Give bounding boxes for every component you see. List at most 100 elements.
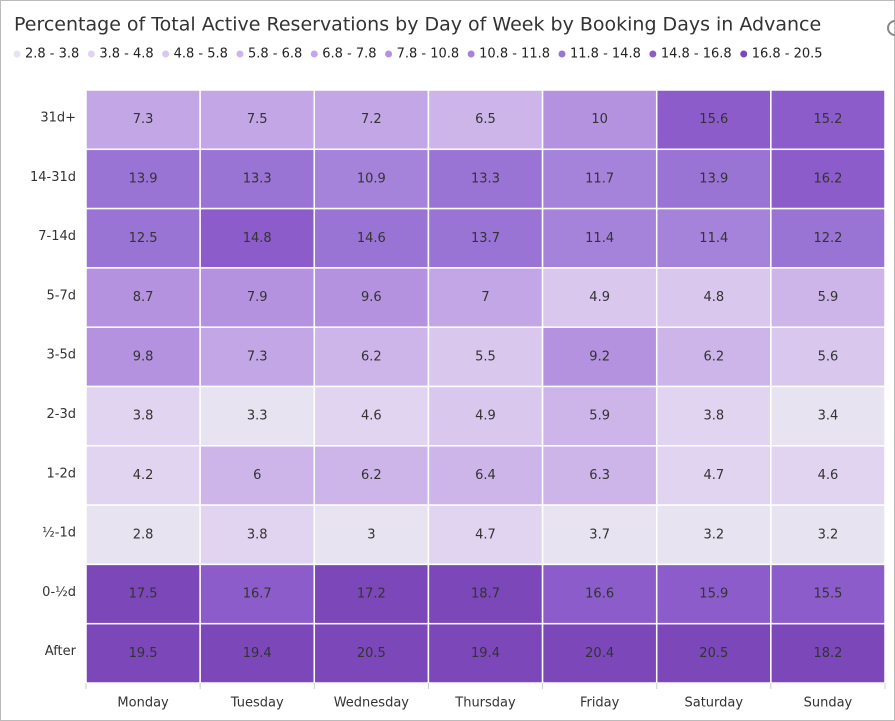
cell-label: 3.4 xyxy=(818,409,839,424)
heat-cell xyxy=(313,504,430,566)
cell-label: 3.2 xyxy=(818,527,839,542)
cell-label: 18.2 xyxy=(813,646,842,661)
legend-swatch xyxy=(467,50,475,58)
cell-label: 15.5 xyxy=(813,587,842,602)
cell-label: 11.7 xyxy=(585,171,614,186)
legend-label: 16.8 - 20.5 xyxy=(752,47,823,62)
cell-label: 7.5 xyxy=(247,112,268,127)
cell-label: 14.8 xyxy=(243,231,272,246)
heat-cell xyxy=(541,445,658,506)
heat-cell xyxy=(313,326,430,388)
cell-label: 5.5 xyxy=(475,349,496,364)
cell-label: 5.9 xyxy=(818,290,839,305)
heat-cell xyxy=(199,207,316,269)
cell-label: 3.3 xyxy=(247,409,268,424)
heat-cell xyxy=(85,326,201,388)
heat-cell xyxy=(655,267,772,328)
heat-cell xyxy=(199,385,316,447)
x-tick-label: Saturday xyxy=(684,696,743,711)
cell-label: 15.9 xyxy=(699,587,728,602)
heat-cell xyxy=(199,267,316,328)
cell-label: 17.5 xyxy=(129,587,158,602)
cell-label: 3.2 xyxy=(703,527,724,542)
legend-swatch xyxy=(13,50,21,58)
heat-cell xyxy=(655,445,772,506)
heat-cell xyxy=(85,563,201,625)
cell-label: 7.9 xyxy=(247,290,268,305)
legend-label: 6.8 - 7.8 xyxy=(322,47,376,62)
heat-cell xyxy=(770,148,886,210)
cell-label: 12.2 xyxy=(813,231,842,246)
cell-label: 6.4 xyxy=(475,468,496,483)
cell-label: 7.2 xyxy=(361,112,382,127)
heat-cell xyxy=(655,207,772,269)
heat-cell xyxy=(541,148,658,210)
x-tick-label: Friday xyxy=(580,696,620,711)
heat-cell xyxy=(655,563,772,625)
cell-label: 11.4 xyxy=(699,231,728,246)
heat-cell xyxy=(85,622,201,684)
cell-label: 6.2 xyxy=(703,349,724,364)
heat-cell xyxy=(313,207,430,269)
heat-cell xyxy=(427,445,544,506)
cell-label: 4.2 xyxy=(133,468,154,483)
cell-label: 9.2 xyxy=(589,349,610,364)
heat-cell xyxy=(655,326,772,388)
y-tick-label: ½-1d xyxy=(42,526,76,541)
x-tick-label: Monday xyxy=(117,696,169,711)
heat-cell xyxy=(85,148,201,210)
cell-label: 6.2 xyxy=(361,349,382,364)
heat-cell xyxy=(427,326,544,388)
legend-label: 3.8 - 4.8 xyxy=(99,47,153,62)
heat-cell xyxy=(541,563,658,625)
heat-cell xyxy=(427,622,544,684)
heat-cell xyxy=(199,504,316,566)
heat-cell xyxy=(427,267,544,328)
legend-label: 11.8 - 14.8 xyxy=(570,47,641,62)
legend-swatch xyxy=(385,50,393,58)
heat-cell xyxy=(199,148,316,210)
y-tick-label: 5-7d xyxy=(47,288,77,303)
cell-label: 20.4 xyxy=(585,646,614,661)
legend-label: 2.8 - 3.8 xyxy=(25,47,79,62)
cell-label: 16.2 xyxy=(813,171,842,186)
cell-label: 13.3 xyxy=(471,171,500,186)
cell-label: 10 xyxy=(591,112,608,127)
corner-control xyxy=(887,20,895,36)
heat-cell xyxy=(85,89,201,151)
cell-label: 20.5 xyxy=(357,646,386,661)
legend-label: 4.8 - 5.8 xyxy=(174,47,228,62)
cell-label: 6.5 xyxy=(475,112,496,127)
cell-label: 9.6 xyxy=(361,290,382,305)
cell-label: 4.9 xyxy=(589,290,610,305)
cell-label: 4.6 xyxy=(361,409,382,424)
cell-label: 3.8 xyxy=(703,409,724,424)
cell-label: 19.4 xyxy=(243,646,272,661)
cell-label: 8.7 xyxy=(133,290,154,305)
legend-swatch xyxy=(558,50,566,58)
cell-label: 3.8 xyxy=(133,409,154,424)
heat-cell xyxy=(427,207,544,269)
cell-label: 19.4 xyxy=(471,646,500,661)
y-tick-label: 31d+ xyxy=(40,111,76,126)
y-tick-label: After xyxy=(45,644,77,659)
x-tick-label: Tuesday xyxy=(230,696,284,711)
legend-swatch xyxy=(740,50,748,58)
heat-cell xyxy=(541,622,658,684)
legend-swatch xyxy=(310,50,318,58)
y-tick-label: 2-3d xyxy=(47,407,77,422)
cell-label: 4.6 xyxy=(818,468,839,483)
heat-cell xyxy=(541,267,658,328)
cell-label: 4.7 xyxy=(703,468,724,483)
cell-label: 13.7 xyxy=(471,231,500,246)
legend-label: 14.8 - 16.8 xyxy=(661,47,732,62)
cell-label: 16.6 xyxy=(585,587,614,602)
heat-cell xyxy=(313,563,430,625)
cell-label: 13.9 xyxy=(129,171,158,186)
cell-label: 15.2 xyxy=(813,112,842,127)
legend-swatch xyxy=(162,50,170,58)
cell-label: 7.3 xyxy=(247,349,268,364)
cell-label: 9.8 xyxy=(133,349,154,364)
heat-cell xyxy=(541,504,658,566)
